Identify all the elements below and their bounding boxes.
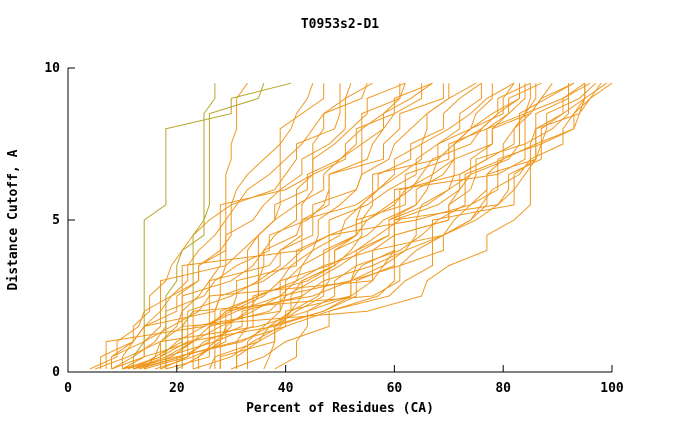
x-tick-label: 100 <box>600 381 624 396</box>
model-curve <box>160 82 591 370</box>
x-tick-label: 40 <box>278 381 294 396</box>
tick-labels: 0 20 40 60 80 100 0 5 10 <box>44 61 624 396</box>
model-curve <box>231 82 602 370</box>
model-curve <box>121 83 341 369</box>
y-axis-label: Distance Cutoff, A <box>6 149 21 290</box>
x-tick-label: 20 <box>169 381 185 396</box>
x-tick-label: 60 <box>387 381 403 396</box>
model-curve <box>214 82 586 369</box>
model-curve <box>95 83 520 370</box>
y-tick-label: 5 <box>52 213 60 228</box>
y-tick-label: 0 <box>52 365 60 380</box>
model-curve <box>122 83 586 370</box>
model-curve <box>111 83 325 369</box>
model-curve <box>133 83 586 370</box>
model-curve <box>181 83 216 369</box>
model-curve <box>160 83 450 369</box>
model-curve <box>247 83 423 369</box>
tick-marks <box>67 67 613 373</box>
model-curve <box>165 83 265 369</box>
model-curve <box>122 83 444 370</box>
chart-title: T0953s2-D1 <box>301 17 379 32</box>
model-curve <box>208 82 248 370</box>
x-axis-label: Percent of Residues (CA) <box>246 401 434 416</box>
y-tick-label: 10 <box>44 61 60 76</box>
model-curve <box>198 83 406 369</box>
x-tick-label: 80 <box>495 381 511 396</box>
model-curve <box>192 82 613 369</box>
model-curve <box>122 82 477 370</box>
x-tick-label: 0 <box>64 381 72 396</box>
model-curve <box>274 82 515 370</box>
model-curve <box>133 82 406 370</box>
model-curve <box>263 82 482 370</box>
model-curve <box>236 83 520 369</box>
model-curve <box>100 82 373 369</box>
series-lines <box>89 82 613 370</box>
model-curve <box>219 83 314 369</box>
model-curve <box>165 82 515 369</box>
model-curve <box>132 82 292 369</box>
